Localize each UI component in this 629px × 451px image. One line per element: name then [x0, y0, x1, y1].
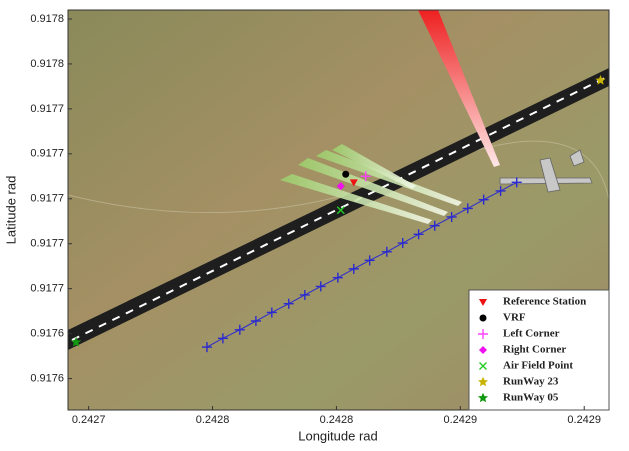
marker: [342, 171, 349, 178]
legend: Reference Station VRF Left Corner Right Cor…: [469, 290, 609, 410]
x-tick-label: 0.2429: [567, 414, 601, 426]
y-tick-label: 0.9178: [30, 58, 64, 70]
legend-label: Left Corner: [503, 328, 560, 340]
chart: Longitude rad Latitude rad Reference Sta…: [0, 0, 629, 446]
x-axis-label: Longitude rad: [298, 428, 378, 443]
y-axis-label: Latitude rad: [3, 176, 18, 245]
x-tick-label: 0.2428: [320, 414, 354, 426]
y-tick-label: 0.9177: [30, 238, 64, 250]
legend-label: RunWay 23: [503, 376, 559, 388]
legend-label: Right Corner: [503, 344, 566, 356]
x-tick-label: 0.2427: [72, 414, 106, 426]
y-tick-label: 0.9177: [30, 148, 64, 160]
y-tick-label: 0.9177: [30, 283, 64, 295]
legend-marker: [480, 315, 487, 322]
legend-label: Reference Station: [503, 296, 586, 308]
legend-label: VRF: [503, 312, 526, 324]
legend-label: Air Field Point: [503, 360, 573, 372]
y-tick-label: 0.9176: [30, 372, 64, 384]
y-tick-label: 0.9176: [30, 328, 64, 340]
y-tick-label: 0.9178: [30, 13, 64, 25]
x-tick-label: 0.2428: [196, 414, 230, 426]
y-tick-label: 0.9177: [30, 193, 64, 205]
x-tick-label: 0.2429: [444, 414, 478, 426]
page: Longitude rad Latitude rad Reference Sta…: [0, 0, 629, 446]
legend-label: RunWay 05: [503, 392, 559, 404]
y-tick-label: 0.9177: [30, 103, 64, 115]
